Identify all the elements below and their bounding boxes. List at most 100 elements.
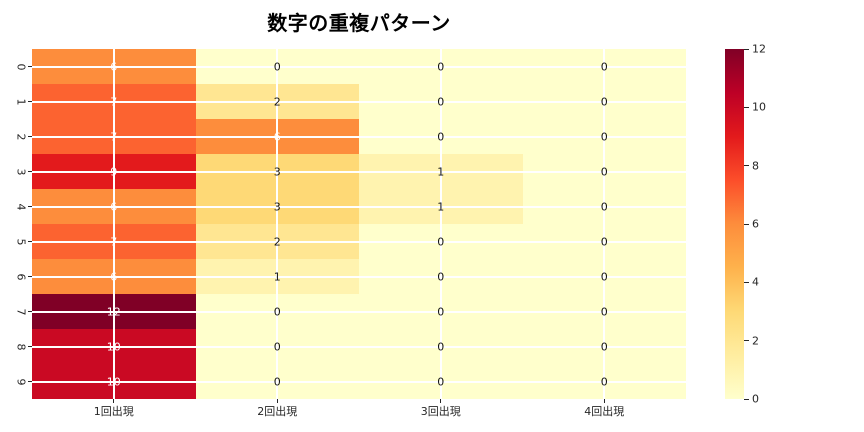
colorbar-tick-label: 8 [752,159,759,173]
y-tick-label: 7 [14,308,28,315]
cell-value: 0 [600,95,608,108]
x-tick-label: 2回出現 [257,405,298,418]
y-tick-mark [28,206,32,207]
cell-value: 0 [437,60,445,73]
heatmap-plot: 6 0 0 0 7 2 0 0 7 6 0 0 9 3 1 0 6 3 1 0 7 2 0 0 6 1 0 0 12 0 0 0 10 0 0 0 10… [32,49,686,399]
cell-value: 6 [110,200,118,213]
cell-value: 0 [437,270,445,283]
y-tick-mark [28,311,32,312]
cell-value: 1 [437,200,445,213]
y-tick-mark [28,346,32,347]
grid-line-vertical [112,49,115,399]
cell-value: 1 [273,270,281,283]
grid-line-horizontal [32,135,686,138]
colorbar-tick-label: 6 [752,217,759,231]
x-tick-mark [440,399,442,403]
y-tick-mark [28,101,32,102]
cell-value: 6 [273,130,281,143]
cell-value: 0 [437,235,445,248]
cell-value: 12 [106,305,121,318]
grid-line-horizontal [32,205,686,208]
cell-value: 0 [600,340,608,353]
cell-value: 2 [273,95,281,108]
x-tick-mark [603,399,605,403]
cell-value: 0 [600,165,608,178]
cell-value: 0 [600,375,608,388]
colorbar-tick-label: 12 [752,42,766,56]
cell-value: 0 [600,305,608,318]
x-tick-label: 1回出現 [93,405,134,418]
y-tick-label: 2 [14,133,28,140]
grid-line-horizontal [32,275,686,278]
cell-value: 1 [437,165,445,178]
cell-value: 0 [273,60,281,73]
cell-value: 10 [106,375,121,388]
grid-line-horizontal [32,170,686,173]
grid-line-vertical [276,49,279,399]
cell-value: 6 [110,60,118,73]
colorbar-tick-label: 0 [752,392,759,406]
grid-line-horizontal [32,65,686,68]
y-tick-mark [28,276,32,277]
colorbar-tick-label: 10 [752,100,766,114]
cell-value: 0 [600,60,608,73]
cell-value: 7 [110,235,118,248]
colorbar-tick-mark [744,281,749,283]
colorbar-tick-mark [744,398,749,400]
colorbar-tick-mark [744,106,749,108]
cell-value: 3 [273,165,281,178]
colorbar-tick-mark [744,48,749,50]
colorbar [725,49,744,399]
cell-value: 0 [600,270,608,283]
cell-value: 0 [273,305,281,318]
y-tick-label: 1 [14,98,28,105]
y-tick-mark [28,241,32,242]
grid-line-horizontal [32,100,686,103]
grid-line-horizontal [32,240,686,243]
cell-value: 0 [273,375,281,388]
colorbar-tick-mark [744,165,749,167]
grid-line-horizontal [32,310,686,313]
cell-value: 0 [600,130,608,143]
y-tick-label: 4 [14,203,28,210]
y-tick-mark [28,171,32,172]
grid-line-horizontal [32,380,686,383]
y-tick-label: 6 [14,273,28,280]
y-tick-label: 9 [14,378,28,385]
colorbar-tick-label: 2 [752,334,759,348]
y-tick-mark [28,66,32,67]
cell-value: 7 [110,95,118,108]
y-tick-label: 0 [14,63,28,70]
cell-value: 3 [273,200,281,213]
cell-value: 0 [437,95,445,108]
y-tick-label: 3 [14,168,28,175]
cell-value: 9 [110,165,118,178]
grid-line-vertical [603,49,606,399]
cell-value: 0 [437,340,445,353]
cell-value: 2 [273,235,281,248]
cell-value: 0 [600,200,608,213]
y-tick-mark [28,381,32,382]
cell-value: 0 [273,340,281,353]
cell-value: 6 [110,270,118,283]
y-tick-mark [28,136,32,137]
grid-line-horizontal [32,345,686,348]
chart-title: 数字の重複パターン [267,11,451,35]
cell-value: 0 [600,235,608,248]
grid-line-vertical [439,49,442,399]
x-tick-mark [113,399,115,403]
cell-value: 0 [437,305,445,318]
x-tick-label: 4回出現 [584,405,625,418]
x-tick-mark [276,399,278,403]
colorbar-tick-label: 4 [752,275,759,289]
cell-value: 0 [437,130,445,143]
y-tick-label: 8 [14,343,28,350]
cell-value: 10 [106,340,121,353]
cell-value: 7 [110,130,118,143]
colorbar-tick-mark [744,223,749,225]
cell-value: 0 [437,375,445,388]
y-tick-label: 5 [14,238,28,245]
x-tick-label: 3回出現 [420,405,461,418]
colorbar-tick-mark [744,340,749,342]
